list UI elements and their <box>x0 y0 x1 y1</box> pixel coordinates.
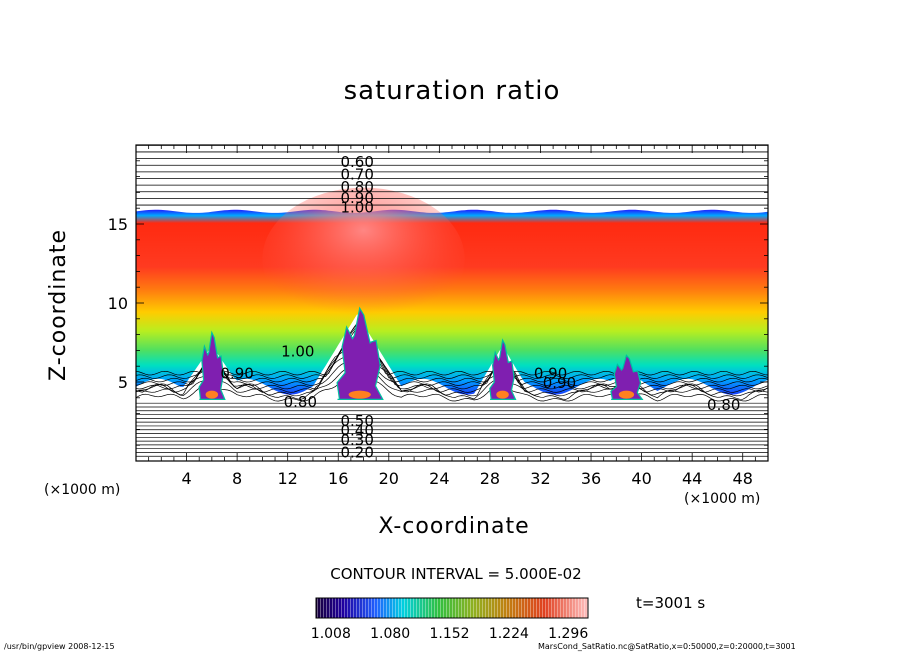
colorbar-stripes <box>316 598 588 618</box>
colorbar-tick-label: 1.296 <box>548 626 588 642</box>
footer-program: /usr/bin/gpview 2008-12-15 <box>4 642 115 651</box>
contour-label: 0.30 <box>340 431 373 449</box>
contour-label: 0.80 <box>340 178 373 196</box>
x-tick-label: 12 <box>278 469 298 488</box>
contour-label: 0.50 <box>340 412 373 430</box>
contour-label: 0.90 <box>220 365 253 383</box>
contour-label: 1.00 <box>281 342 314 360</box>
x-axis-label: X-coordinate <box>378 514 530 539</box>
x-tick-label: 32 <box>530 469 550 488</box>
x-axis: 4 8 12 16 20 24 28 32 36 40 44 48 <box>148 145 756 488</box>
colorbar: 1.008 1.080 1.152 1.224 1.296 <box>311 597 589 642</box>
contour-labels: 0.600.700.800.901.001.000.900.800.900.90… <box>220 153 740 462</box>
contour-label: 0.90 <box>543 374 576 392</box>
x-tick-label: 16 <box>328 469 348 488</box>
x-tick-label: 24 <box>429 469 449 488</box>
colorbar-tick-label: 1.152 <box>429 626 469 642</box>
y-tick-label: 5 <box>118 373 128 392</box>
contour-label: 0.70 <box>340 165 373 183</box>
time-label: t=3001 s <box>636 594 706 612</box>
contour-label: 0.80 <box>284 393 317 411</box>
footer-source: MarsCond_SatRatio.nc@SatRatio,x=0:50000,… <box>538 642 796 651</box>
x-tick-label: 28 <box>480 469 500 488</box>
y-axis: 5 10 15 <box>108 160 768 446</box>
contour-label: 0.20 <box>340 444 373 462</box>
x-tick-label: 4 <box>181 469 191 488</box>
x-unit-label-left: (×1000 m) <box>44 482 121 498</box>
x-tick-label: 48 <box>733 469 753 488</box>
chart-title: saturation ratio <box>343 76 561 106</box>
contour-label: 0.90 <box>534 365 567 383</box>
contour-label: 0.60 <box>340 153 373 171</box>
contour-label: 0.90 <box>340 189 373 207</box>
x-unit-label-right: (×1000 m) <box>684 491 761 507</box>
colorbar-frame <box>315 597 589 619</box>
colorbar-tick-label: 1.080 <box>370 626 410 642</box>
y-axis-label: Z-coordinate <box>46 229 71 381</box>
x-tick-label: 8 <box>232 469 242 488</box>
contour-label: 0.40 <box>340 421 373 439</box>
x-tick-label: 40 <box>631 469 651 488</box>
y-tick-label: 15 <box>108 215 128 234</box>
cloud-regions <box>198 306 644 401</box>
x-tick-label: 36 <box>581 469 601 488</box>
x-tick-label: 44 <box>682 469 702 488</box>
contour-interval-label: CONTOUR INTERVAL = 5.000E-02 <box>330 565 582 583</box>
x-tick-label: 20 <box>379 469 399 488</box>
colorbar-tick-label: 1.224 <box>489 626 529 642</box>
contour-label: 0.80 <box>707 396 740 414</box>
y-tick-label: 10 <box>108 294 128 313</box>
contour-label: 1.00 <box>340 199 373 217</box>
saturation-maximum-region <box>262 187 465 330</box>
contour-lines <box>136 145 768 457</box>
colorbar-tick-label: 1.008 <box>311 626 351 642</box>
subsaturated-region <box>136 314 768 461</box>
